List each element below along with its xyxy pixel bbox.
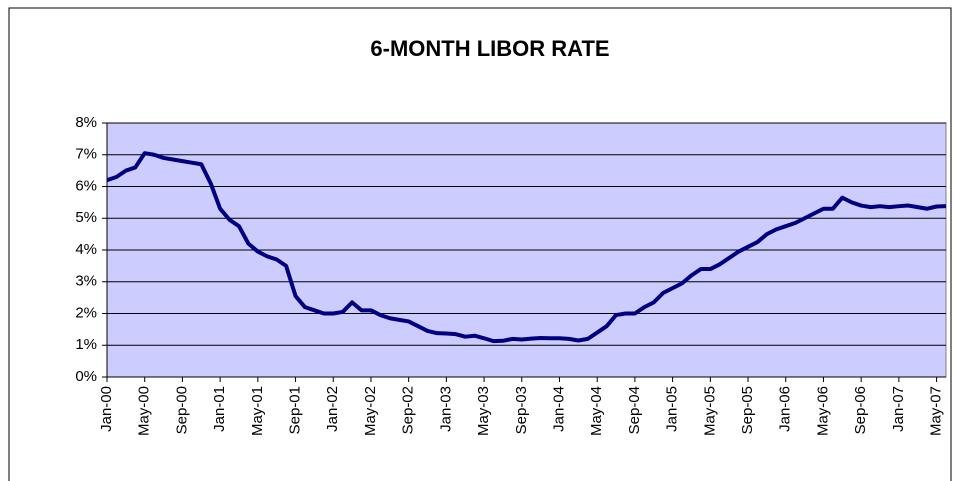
y-tick-label: 6% [75, 177, 97, 194]
x-tick-label: Sep-01 [287, 386, 304, 434]
y-tick-label: 1% [75, 336, 97, 353]
x-tick-label: May-01 [249, 386, 266, 436]
y-tick-label: 0% [75, 368, 97, 385]
x-tick-label: Jan-05 [664, 386, 681, 432]
x-tick-label: Jan-01 [211, 386, 228, 432]
y-tick-label: 5% [75, 209, 97, 226]
y-tick-label: 2% [75, 304, 97, 321]
x-tick-label: Sep-06 [852, 386, 869, 434]
x-tick-label: Jan-06 [777, 386, 794, 432]
x-tick-label: May-05 [701, 386, 718, 436]
x-tick-label: Sep-02 [400, 386, 417, 434]
x-tick-label: Jan-04 [550, 386, 567, 432]
x-tick-label: May-00 [136, 386, 153, 436]
x-tick-label: Jan-00 [98, 386, 115, 432]
x-tick-label: May-02 [362, 386, 379, 436]
chart-title: 6-MONTH LIBOR RATE [370, 36, 609, 61]
line-series [106, 151, 947, 344]
x-tick-label: May-03 [475, 386, 492, 436]
x-tick-label: Jan-02 [324, 386, 341, 432]
x-tick-label: May-07 [928, 386, 945, 436]
x-tick-label: May-06 [814, 386, 831, 436]
y-tick-label: 4% [75, 241, 97, 258]
x-tick-label: May-04 [588, 386, 605, 436]
x-tick-label: Jan-03 [437, 386, 454, 432]
x-tick-label: Sep-05 [739, 386, 756, 434]
x-tick-label: Sep-03 [513, 386, 530, 434]
x-tick-label: Sep-00 [173, 386, 190, 434]
y-tick-label: 8% [75, 114, 97, 131]
x-tick-label: Sep-04 [626, 386, 643, 434]
x-tick-label: Jan-07 [890, 386, 907, 432]
y-tick-label: 7% [75, 146, 97, 163]
y-tick-label: 3% [75, 273, 97, 290]
